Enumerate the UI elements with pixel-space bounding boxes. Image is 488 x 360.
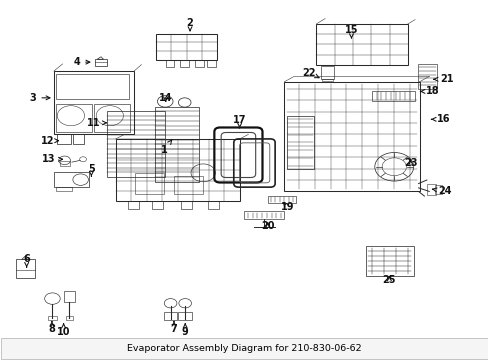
- Text: 17: 17: [232, 115, 246, 128]
- Text: 13: 13: [42, 154, 62, 164]
- Text: 3: 3: [30, 93, 50, 103]
- Text: 15: 15: [344, 25, 358, 38]
- Bar: [116, 139, 239, 202]
- Bar: [154, 107, 199, 182]
- Bar: [156, 33, 217, 60]
- Text: 19: 19: [280, 202, 293, 212]
- Text: 22: 22: [302, 68, 318, 78]
- Text: 6: 6: [23, 254, 30, 267]
- Bar: [163, 312, 177, 320]
- Bar: [56, 104, 92, 132]
- Bar: [165, 60, 174, 67]
- Bar: [284, 82, 419, 191]
- Bar: [48, 316, 57, 320]
- Bar: [65, 316, 73, 320]
- Bar: [366, 247, 413, 276]
- Text: 25: 25: [382, 275, 395, 285]
- Text: 2: 2: [186, 18, 193, 31]
- Text: 21: 21: [433, 74, 452, 84]
- Bar: [1, 338, 487, 359]
- Bar: [107, 111, 164, 177]
- Bar: [56, 187, 72, 191]
- Bar: [207, 202, 218, 209]
- Bar: [195, 60, 203, 67]
- Bar: [60, 161, 70, 166]
- Bar: [267, 196, 295, 203]
- Text: 5: 5: [88, 163, 95, 176]
- Bar: [54, 172, 89, 187]
- Bar: [95, 59, 107, 66]
- Text: 4: 4: [73, 57, 90, 67]
- Bar: [286, 116, 313, 169]
- Bar: [127, 202, 138, 209]
- Bar: [178, 312, 192, 320]
- Bar: [181, 202, 192, 209]
- Text: 16: 16: [430, 114, 449, 124]
- Bar: [322, 78, 332, 81]
- Text: 18: 18: [420, 86, 439, 96]
- Bar: [73, 134, 84, 144]
- Bar: [316, 24, 407, 65]
- Bar: [417, 64, 436, 89]
- Bar: [427, 184, 435, 195]
- Bar: [152, 202, 163, 209]
- Text: 8: 8: [48, 321, 55, 334]
- Text: 7: 7: [170, 321, 177, 334]
- Text: 23: 23: [403, 158, 417, 168]
- Bar: [206, 60, 215, 67]
- Bar: [371, 91, 414, 101]
- Text: 14: 14: [159, 93, 172, 103]
- Bar: [135, 173, 164, 194]
- Text: 12: 12: [41, 136, 59, 146]
- Bar: [434, 185, 441, 194]
- Bar: [320, 66, 334, 79]
- Bar: [244, 211, 284, 219]
- Bar: [56, 74, 128, 99]
- Text: 24: 24: [431, 186, 450, 197]
- Text: 20: 20: [261, 221, 274, 231]
- Text: 10: 10: [57, 324, 70, 337]
- Bar: [94, 104, 130, 132]
- Bar: [54, 71, 134, 134]
- Bar: [63, 292, 75, 302]
- Text: Evaporator Assembly Diagram for 210-830-06-62: Evaporator Assembly Diagram for 210-830-…: [127, 344, 361, 353]
- Text: 1: 1: [161, 140, 172, 155]
- Bar: [16, 258, 35, 278]
- Bar: [174, 176, 203, 194]
- Bar: [57, 134, 71, 144]
- Bar: [180, 60, 189, 67]
- Text: 11: 11: [87, 118, 106, 128]
- Text: 9: 9: [182, 324, 188, 337]
